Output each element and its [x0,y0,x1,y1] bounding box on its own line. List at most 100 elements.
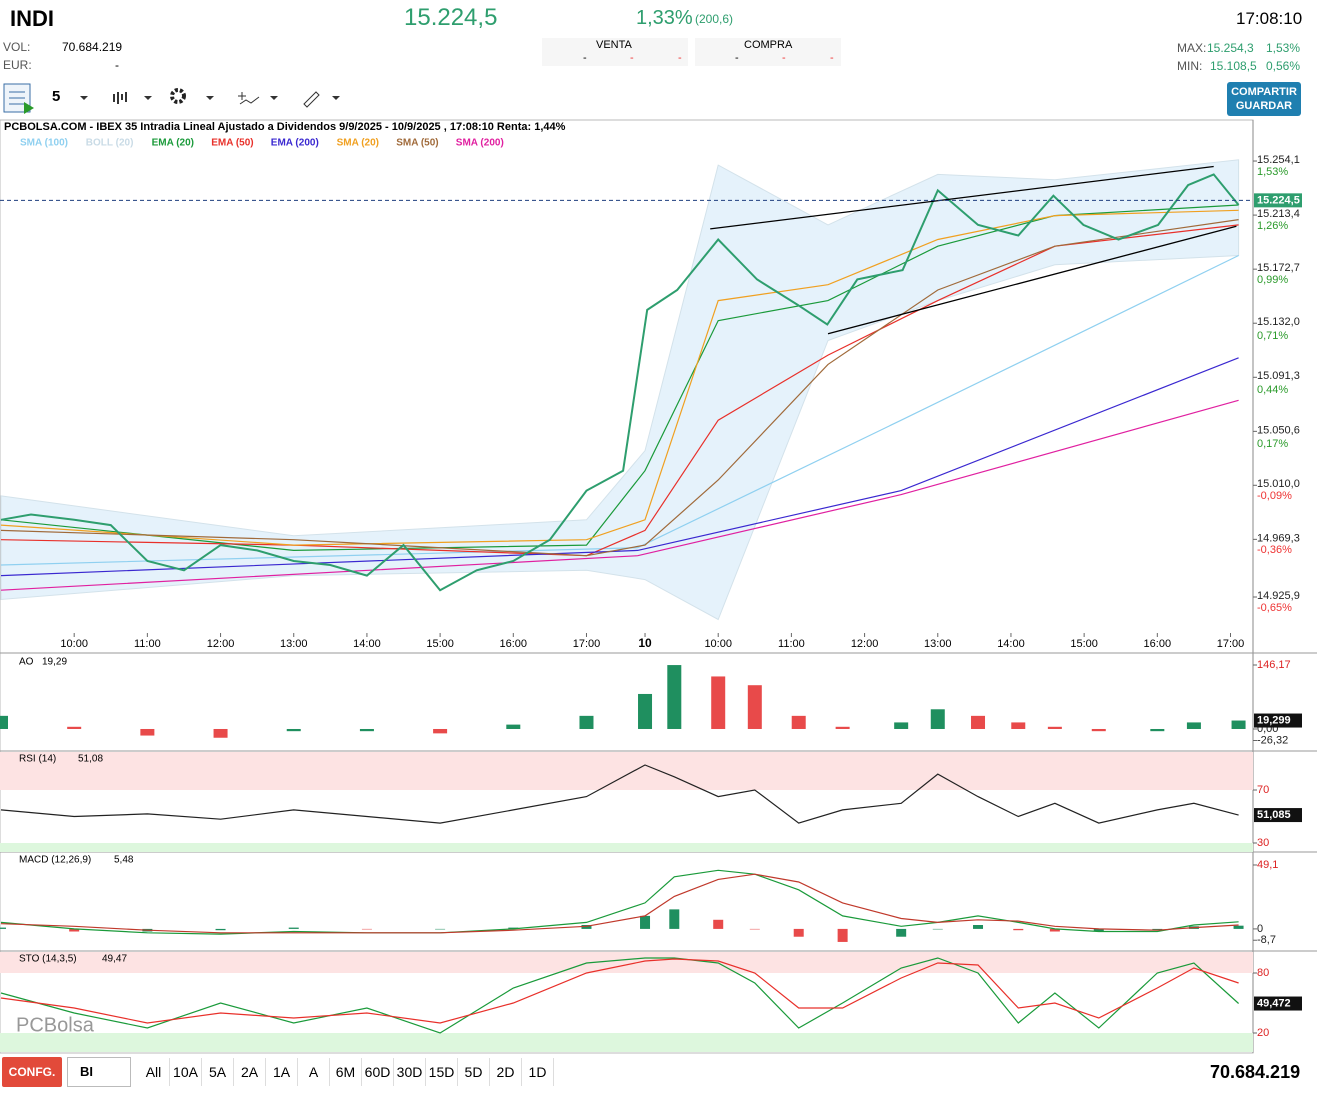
save: GUARDAR [1235,100,1293,112]
y-tick-label: 15.172,7 [1257,262,1300,274]
last-value-label: 15.224,5 [1257,194,1300,206]
venta: VENTA [596,39,632,51]
histogram-bar [213,728,228,738]
histogram-bar [667,665,682,729]
histogram-bar [973,925,984,929]
settings-icon[interactable] [170,88,186,104]
oversold-zone [0,842,1253,852]
y-tick-label: 70 [1257,784,1269,796]
range-button[interactable]: All [138,1058,170,1086]
min-pct: 0,56% [1266,59,1301,73]
vol: 70.684.219 [62,40,123,54]
histogram-bar [506,724,521,729]
last-value-box [1254,193,1302,208]
panel-value: 5,48 [114,855,134,866]
max-pct: 1,53% [1266,41,1301,55]
histogram-bar [1152,928,1163,931]
indicator-icon[interactable] [238,92,260,105]
x-tick-label: 13:00 [280,638,308,650]
config-button[interactable]: CONFG. [2,1057,62,1087]
toolbar-icons[interactable] [2,82,342,116]
histogram-bar [1186,722,1201,729]
histogram-bar [894,722,909,729]
histogram-bar [749,928,760,930]
chart-title: PCBOLSA.COM - IBEX 35 Intradia Lineal Aj… [4,121,566,133]
clock: 17:08:10 [1236,9,1303,28]
histogram-bar [435,928,446,930]
symbol: INDI [10,6,54,31]
histogram-bar [711,676,726,729]
panel-name: MACD (12,26,9) [19,855,91,866]
histogram-bar [1233,925,1244,929]
compra-value: - [782,52,786,64]
histogram-bar [1093,928,1104,932]
last-value-box [1254,713,1302,728]
mode-select[interactable] [67,1057,131,1087]
histogram-bar [837,928,848,942]
y2-tick-label: 0,71% [1257,330,1288,342]
legend-entry: SMA (100) [20,138,68,149]
indicator-line [0,869,1239,935]
footer-volume: 70.684.219 [1210,1062,1301,1082]
indicator-line [0,958,1239,1024]
histogram-bar [0,927,6,929]
range-button[interactable]: 60D [362,1058,394,1086]
histogram-bar [1049,928,1060,932]
x-tick-label: 10 [638,636,652,650]
dropdown-carets[interactable] [80,96,340,100]
y-tick-label: 15.213,4 [1257,208,1300,220]
y-tick-label: 14.969,3 [1257,532,1300,544]
y-tick-label: 15.254,1 [1257,154,1300,166]
indicator-line [0,957,1240,1034]
histogram-bar [69,928,80,932]
x-tick-label: 14:00 [353,638,381,650]
mode: BI [80,1064,93,1079]
eur-label: EUR: [3,58,32,72]
legend-entry: SMA (20) [337,138,379,149]
indicator-line [0,219,1239,557]
price: 15.224,5 [404,4,498,31]
interval[interactable]: 5 [52,88,61,105]
range-button[interactable]: 30D [394,1058,426,1086]
histogram-bar [1231,720,1246,729]
range-button[interactable]: 5D [458,1058,490,1086]
range-button[interactable]: 6M [330,1058,362,1086]
share-button[interactable]: COMPARTIR GUARDAR [1227,82,1301,116]
x-tick-label: 15:00 [1070,638,1098,650]
legend-entry: SMA (200) [456,138,504,149]
range-button[interactable]: 2D [490,1058,522,1086]
y-tick-label: 20 [1257,1027,1269,1039]
share: COMPARTIR [1231,86,1297,98]
x-tick-label: 16:00 [500,638,528,650]
x-tick-label: 17:00 [573,638,601,650]
range-button[interactable]: 1D [522,1058,554,1086]
y-tick-label: 15.050,6 [1257,424,1300,436]
y2-tick-label: -0,65% [1257,602,1292,614]
y2-tick-label: -0,36% [1257,544,1292,556]
compra-box [695,38,841,66]
histogram-bar [140,728,155,736]
range-button[interactable]: 10A [170,1058,202,1086]
y2-tick-label: 0,17% [1257,438,1288,450]
range-button[interactable]: 2A [234,1058,266,1086]
panel-value: 51,08 [78,754,103,765]
draw-icon[interactable] [303,91,320,108]
histogram-bar [508,927,519,929]
y-tick-label: 30 [1257,837,1269,849]
histogram-bar [286,728,301,732]
y2-tick-label: -0,09% [1257,490,1292,502]
histogram-bar [932,928,943,930]
range-button[interactable]: 15D [426,1058,458,1086]
overbought-zone [0,952,1253,973]
x-tick-label: 11:00 [134,638,161,650]
histogram-bar [713,919,724,929]
range-button[interactable]: 5A [202,1058,234,1086]
max-label: MAX: [1177,41,1207,55]
range-button[interactable]: 1A [266,1058,298,1086]
candle-icon[interactable] [113,92,127,104]
last-value-box [1254,996,1302,1011]
y-tick-label: 146,17 [1257,659,1291,671]
range-button[interactable]: A [298,1058,330,1086]
histogram-bar [579,715,594,729]
indicator-line [0,873,1239,934]
